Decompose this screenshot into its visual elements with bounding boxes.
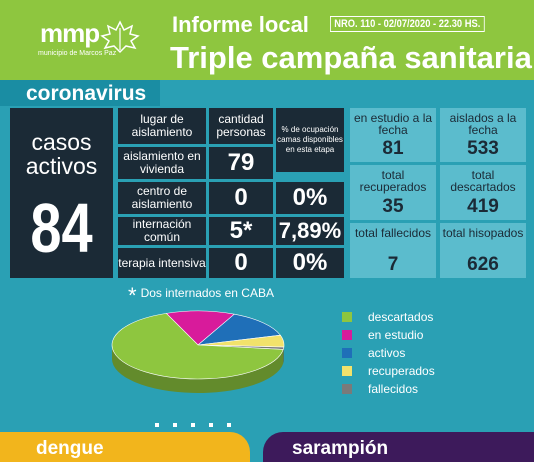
legend-swatch <box>342 366 352 376</box>
pie-slice-descartados <box>111 313 284 380</box>
page-dot <box>155 423 159 427</box>
stat-en-estudio: en estudio a la fecha 81 <box>350 108 436 162</box>
stat-value: 35 <box>382 196 404 217</box>
header-banner <box>0 0 534 80</box>
stat-value: 626 <box>467 254 499 275</box>
row-value-vivienda: 79 <box>209 147 273 179</box>
dengue-tab[interactable] <box>0 432 250 462</box>
stat-descartados: total descartados 419 <box>440 165 526 220</box>
stat-fallecidos: total fallecidos 7 <box>350 223 436 278</box>
row-value-terapia: 0 <box>209 248 273 278</box>
footnote-star: * <box>128 283 137 308</box>
row-label-terapia: terapia intensiva <box>118 248 206 278</box>
row-pct-centro: 0% <box>276 182 344 214</box>
pie-slice-activos <box>197 313 281 346</box>
coronavirus-section-title: coronavirus <box>26 82 147 105</box>
legend-label: descartados <box>368 310 434 324</box>
footnote-text: Dos internados en CABA <box>140 286 274 300</box>
coronavirus-tab-bg <box>0 80 160 106</box>
row-label-internacion: internación común <box>118 217 206 245</box>
stat-label: total recuperados <box>359 168 427 194</box>
active-cases-label-line2: activos <box>25 153 98 179</box>
municipality-logo: mmp municipio de Marcos Paz <box>30 8 160 58</box>
legend-label: en estudio <box>368 328 424 342</box>
report-subtitle: Triple campaña sanitaria <box>170 40 532 75</box>
stat-aislados: aislados a la fecha 533 <box>440 108 526 162</box>
legend-swatch <box>342 384 352 394</box>
legend-label: recuperados <box>368 364 435 378</box>
header-ocupacion: % de ocupación camas disponibles en esta… <box>276 108 344 172</box>
page-dot <box>191 423 195 427</box>
stat-label: en estudio a la fecha <box>353 111 433 137</box>
row-value-centro: 0 <box>209 182 273 214</box>
page-dot <box>173 423 177 427</box>
header-cantidad: cantidad personas <box>209 108 273 144</box>
active-cases-value: 84 <box>30 189 93 267</box>
stat-hisopados: total hisopados 626 <box>440 223 526 278</box>
header-lugar: lugar de aislamiento <box>118 108 206 144</box>
row-value-internacion: 5* <box>209 217 273 245</box>
dengue-tab-label: dengue <box>36 438 104 459</box>
stat-value: 419 <box>467 196 499 217</box>
legend-swatch <box>342 348 352 358</box>
report-title: Informe local <box>172 12 309 37</box>
logo-text: mmp <box>40 18 100 48</box>
stat-label: total descartados <box>450 168 516 194</box>
pie-slice-side-fallecidos <box>283 347 284 364</box>
stat-value: 81 <box>382 138 404 159</box>
sarampion-tab[interactable] <box>263 432 534 462</box>
report-number-badge: NRO. 110 - 02/07/2020 - 22.30 HS. <box>330 16 485 32</box>
page-dot <box>227 423 231 427</box>
legend-label: activos <box>368 346 406 360</box>
stat-label: total fallecidos <box>354 226 432 240</box>
stat-label: aislados a la fecha <box>449 111 517 137</box>
stat-value: 533 <box>467 138 499 159</box>
footnote: * Dos internados en CABA <box>128 283 274 309</box>
stat-value: 7 <box>387 254 399 275</box>
pie-slice-recuperados <box>197 334 285 348</box>
row-label-centro: centro de aislamiento <box>118 182 206 214</box>
pie-slice-fallecidos <box>197 344 285 350</box>
leaf-icon <box>100 20 140 54</box>
legend-swatch <box>342 330 352 340</box>
stat-recuperados: total recuperados 35 <box>350 165 436 220</box>
row-pct-internacion: 7,89% <box>276 217 344 245</box>
active-cases-label-line1: casos <box>31 129 92 155</box>
pie-slice-en estudio <box>165 310 235 346</box>
stat-label: total hisopados <box>442 226 524 240</box>
page-dot <box>209 423 213 427</box>
pie-slice-side-descartados <box>112 345 284 393</box>
logo-subtitle: municipio de Marcos Paz <box>38 50 117 57</box>
legend-label: fallecidos <box>368 382 419 396</box>
row-pct-terapia: 0% <box>276 248 344 278</box>
sarampion-tab-label: sarampión <box>292 438 389 459</box>
legend-swatch <box>342 312 352 322</box>
active-cases-box: casos activos 84 <box>10 108 113 278</box>
row-label-vivienda: aislamiento en vivienda <box>118 147 206 179</box>
active-cases-label: casos activos <box>10 130 113 178</box>
